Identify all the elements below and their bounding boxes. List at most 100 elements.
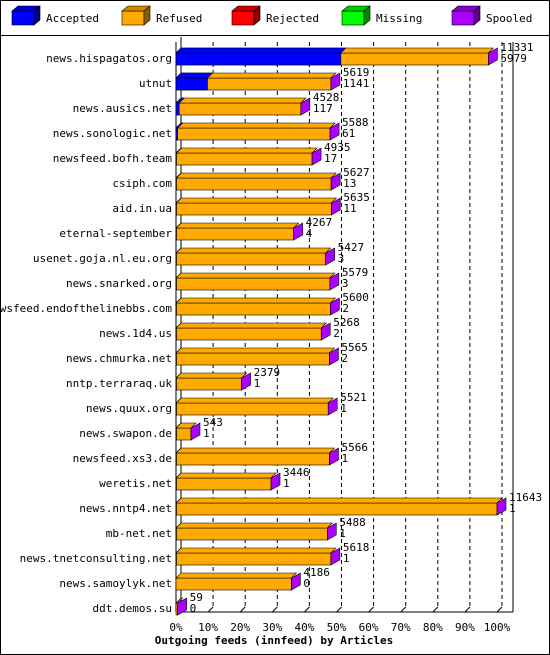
value-label-offered: 3446 — [283, 466, 310, 479]
accepted-bar-top — [175, 397, 182, 404]
value-label-offered: 5427 — [338, 241, 365, 254]
refused-bar-top — [175, 172, 337, 179]
accepted-bar-top — [175, 322, 182, 329]
accepted-bar — [175, 527, 177, 541]
accepted-bar — [175, 377, 177, 391]
x-tick-label: 60% — [359, 621, 379, 634]
value-label-accepted: 13 — [343, 177, 356, 190]
x-tick — [271, 606, 278, 613]
accepted-bar-top — [175, 272, 182, 279]
legend-swatch — [451, 10, 475, 26]
category-label: news.ausics.net — [73, 102, 172, 115]
bar-end — [270, 472, 281, 491]
legend-label: Spooled — [486, 12, 532, 25]
value-label-accepted: 61 — [342, 127, 355, 140]
refused-bar-top — [175, 247, 332, 254]
legend-swatch — [121, 10, 145, 26]
refused-bar-top — [175, 297, 337, 304]
x-tick-label: 100% — [484, 621, 511, 634]
bar-end — [488, 47, 498, 66]
accepted-bar — [175, 102, 180, 116]
refused-bar — [175, 502, 498, 516]
x-tick-label: 40% — [294, 621, 314, 634]
value-label-accepted: 4 — [306, 227, 313, 240]
bar-end — [327, 397, 338, 416]
refused-bar — [175, 527, 328, 541]
legend-label: Accepted — [46, 12, 99, 25]
refused-bar-top — [175, 122, 336, 129]
category-label: mb-net.net — [106, 527, 172, 540]
refused-bar-top — [175, 97, 307, 104]
x-tick-label: 70% — [391, 621, 411, 634]
bar-end — [291, 572, 301, 591]
refused-bar — [175, 427, 192, 441]
accepted-bar-top — [175, 347, 182, 354]
legend-label: Refused — [156, 12, 202, 25]
value-label-offered: 5521 — [340, 391, 367, 404]
value-label-offered: 5565 — [341, 341, 368, 354]
accepted-bar-top — [175, 172, 183, 179]
value-label-accepted: 1 — [203, 427, 210, 440]
accepted-bar — [175, 177, 177, 191]
accepted-bar-top — [175, 447, 182, 454]
accepted-bar — [175, 452, 177, 466]
x-tick — [496, 606, 503, 613]
category-label: news.sonologic.net — [53, 127, 172, 140]
accepted-bar-top — [175, 497, 182, 504]
refused-bar — [175, 277, 331, 291]
bar-end — [320, 322, 331, 341]
bar-end — [190, 422, 201, 441]
value-label-accepted: 3 — [342, 277, 349, 290]
bar-end — [300, 97, 311, 116]
refused-bar-top — [175, 547, 337, 554]
legend-swatch — [11, 10, 35, 26]
legend-swatch-top — [231, 5, 261, 12]
category-label: nntp.terraraq.uk — [66, 377, 172, 390]
x-tick — [239, 606, 246, 613]
accepted-bar — [175, 77, 208, 91]
accepted-bar — [175, 127, 178, 141]
accepted-bar-top — [175, 122, 184, 129]
legend-swatch-top — [451, 5, 481, 12]
refused-bar-top — [175, 147, 318, 154]
legend-swatch-top — [11, 5, 41, 12]
category-label: news.hispagatos.org — [46, 52, 172, 65]
bar-end — [330, 172, 341, 191]
bar-end — [311, 147, 322, 166]
accepted-bar — [175, 402, 177, 416]
x-tick-label: 90% — [455, 621, 475, 634]
category-label: weretis.net — [99, 477, 172, 490]
accepted-bar — [175, 227, 177, 241]
x-tick-label: 0% — [169, 621, 183, 634]
accepted-bar-top — [175, 297, 182, 304]
bar-end — [177, 597, 187, 616]
refused-bar — [175, 352, 330, 366]
value-label-offered: 4186 — [303, 566, 330, 579]
category-label: news.nntp4.net — [79, 502, 172, 515]
x-tick-label: 30% — [262, 621, 282, 634]
x-axis-title: Outgoing feeds (innfeed) by Articles — [155, 634, 393, 647]
accepted-bar — [175, 302, 177, 316]
value-label-accepted: 2 — [342, 302, 349, 315]
refused-bar — [175, 577, 292, 591]
bar-end — [329, 272, 340, 291]
bar-end — [330, 547, 341, 566]
value-label-offered: 5627 — [343, 166, 370, 179]
x-tick — [400, 606, 407, 613]
refused-bar-top — [175, 322, 327, 329]
x-tick-label: 20% — [230, 621, 250, 634]
refused-bar — [175, 377, 242, 391]
category-label: news.tnetconsulting.net — [20, 552, 172, 565]
refused-bar-top — [175, 372, 248, 379]
value-label-offered: 11643 — [509, 491, 542, 504]
refused-bar — [175, 152, 313, 166]
bar-end — [241, 372, 251, 391]
accepted-bar-top — [175, 222, 182, 229]
accepted-bar — [175, 202, 177, 216]
accepted-bar — [175, 327, 177, 341]
x-tick-label: 80% — [423, 621, 443, 634]
accepted-bar — [175, 427, 177, 441]
refused-bar-top — [175, 497, 503, 504]
category-label: ddt.demos.su — [93, 602, 172, 615]
